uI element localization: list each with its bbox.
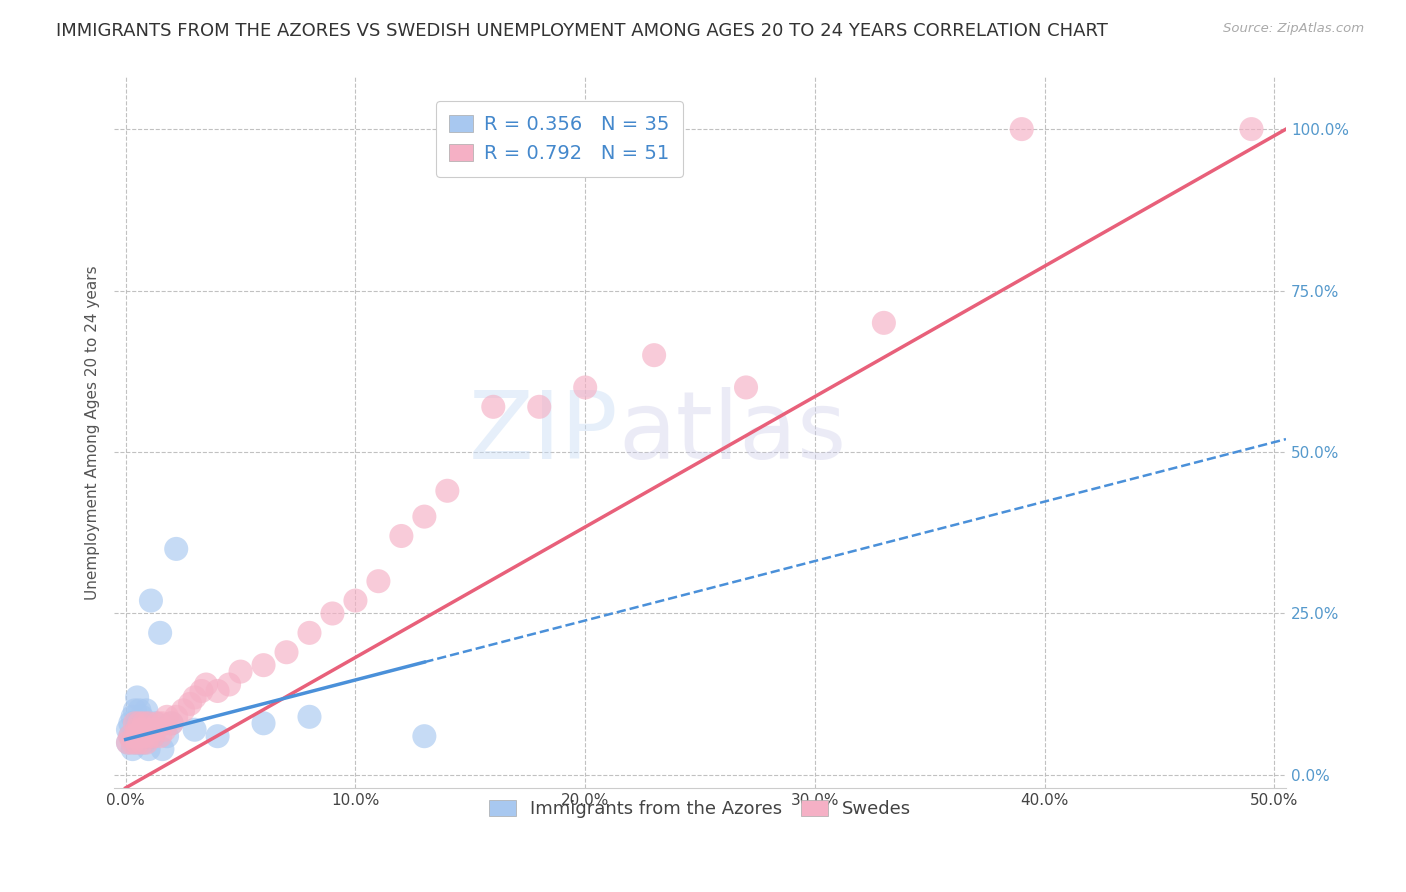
- Point: [252, 658, 274, 673]
- Point: [139, 593, 162, 607]
- Point: [160, 716, 183, 731]
- Point: [207, 684, 229, 698]
- Point: [127, 729, 149, 743]
- Point: [132, 729, 155, 743]
- Point: [367, 574, 389, 589]
- Point: [643, 348, 665, 362]
- Point: [124, 716, 146, 731]
- Point: [132, 716, 155, 731]
- Point: [124, 703, 146, 717]
- Point: [131, 729, 153, 743]
- Point: [152, 742, 174, 756]
- Point: [344, 593, 367, 607]
- Point: [735, 380, 758, 394]
- Point: [873, 316, 896, 330]
- Point: [156, 729, 179, 743]
- Point: [276, 645, 298, 659]
- Legend: Immigrants from the Azores, Swedes: Immigrants from the Azores, Swedes: [482, 792, 918, 825]
- Point: [183, 723, 205, 737]
- Point: [321, 607, 343, 621]
- Point: [195, 677, 218, 691]
- Point: [124, 729, 146, 743]
- Point: [207, 729, 229, 743]
- Point: [165, 710, 187, 724]
- Point: [132, 716, 155, 731]
- Point: [121, 742, 143, 756]
- Point: [156, 710, 179, 724]
- Point: [183, 690, 205, 705]
- Point: [127, 690, 149, 705]
- Point: [131, 723, 153, 737]
- Point: [145, 723, 167, 737]
- Text: Source: ZipAtlas.com: Source: ZipAtlas.com: [1223, 22, 1364, 36]
- Point: [120, 716, 142, 731]
- Point: [218, 677, 240, 691]
- Point: [146, 716, 169, 731]
- Point: [117, 736, 139, 750]
- Point: [124, 736, 146, 750]
- Point: [127, 723, 149, 737]
- Point: [135, 703, 157, 717]
- Point: [1011, 122, 1033, 136]
- Point: [160, 716, 183, 731]
- Point: [142, 729, 165, 743]
- Point: [128, 723, 150, 737]
- Point: [482, 400, 505, 414]
- Point: [142, 729, 165, 743]
- Point: [127, 716, 149, 731]
- Point: [149, 625, 172, 640]
- Point: [153, 723, 176, 737]
- Point: [131, 710, 153, 724]
- Point: [179, 697, 201, 711]
- Point: [127, 736, 149, 750]
- Point: [120, 729, 142, 743]
- Point: [128, 736, 150, 750]
- Point: [128, 729, 150, 743]
- Point: [138, 716, 160, 731]
- Point: [138, 742, 160, 756]
- Point: [132, 736, 155, 750]
- Point: [152, 716, 174, 731]
- Point: [413, 729, 436, 743]
- Point: [389, 529, 412, 543]
- Point: [1240, 122, 1263, 136]
- Point: [128, 716, 150, 731]
- Point: [128, 703, 150, 717]
- Text: IMMIGRANTS FROM THE AZORES VS SWEDISH UNEMPLOYMENT AMONG AGES 20 TO 24 YEARS COR: IMMIGRANTS FROM THE AZORES VS SWEDISH UN…: [56, 22, 1108, 40]
- Point: [117, 723, 139, 737]
- Y-axis label: Unemployment Among Ages 20 to 24 years: Unemployment Among Ages 20 to 24 years: [86, 265, 100, 600]
- Point: [529, 400, 551, 414]
- Point: [413, 509, 436, 524]
- Point: [190, 684, 212, 698]
- Point: [165, 541, 187, 556]
- Point: [135, 736, 157, 750]
- Point: [139, 723, 162, 737]
- Point: [135, 729, 157, 743]
- Point: [138, 723, 160, 737]
- Point: [138, 729, 160, 743]
- Point: [436, 483, 458, 498]
- Text: ZIP: ZIP: [468, 386, 619, 479]
- Point: [229, 665, 252, 679]
- Point: [131, 736, 153, 750]
- Point: [145, 716, 167, 731]
- Point: [172, 703, 194, 717]
- Point: [252, 716, 274, 731]
- Point: [298, 625, 321, 640]
- Point: [121, 710, 143, 724]
- Point: [121, 736, 143, 750]
- Point: [117, 736, 139, 750]
- Point: [149, 729, 172, 743]
- Point: [120, 729, 142, 743]
- Text: atlas: atlas: [619, 386, 846, 479]
- Point: [574, 380, 596, 394]
- Point: [298, 710, 321, 724]
